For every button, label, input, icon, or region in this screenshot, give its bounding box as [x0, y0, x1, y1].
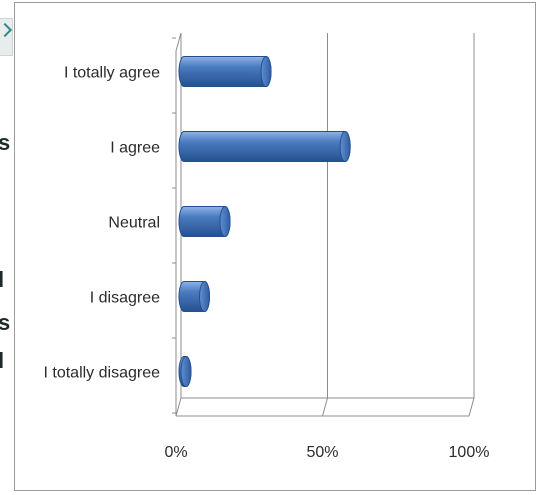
bar-cap-2: [219, 206, 231, 237]
x-tick-label-1: 50%: [306, 444, 338, 461]
x-tick-label-2: 100%: [449, 444, 490, 461]
x-tick-labels: 0% 50% 100%: [164, 444, 489, 461]
category-labels: I totally agree I agree Neutral I disagree I…: [43, 65, 160, 382]
category-label-2: Neutral: [108, 215, 160, 232]
x-tick-label-0: 0%: [164, 444, 187, 461]
category-label-4: I totally disagree: [43, 365, 160, 382]
bar-0: [178, 56, 272, 87]
chart-frame: I totally agree I agree Neutral I disagree I…: [14, 2, 536, 491]
bar-cap-4: [180, 356, 192, 387]
adjacent-panel-button[interactable]: [0, 18, 13, 56]
floor-edge-1: [322, 397, 328, 417]
category-label-3: I disagree: [90, 290, 160, 307]
bar-1: [178, 131, 351, 162]
category-label-0: I totally agree: [64, 65, 160, 82]
category-label-1: I agree: [110, 140, 160, 157]
bar-3: [178, 281, 211, 312]
strip-text-2: l: [0, 267, 5, 292]
bars: [178, 56, 351, 387]
bar-cap-3: [199, 281, 211, 312]
bar-cap-0: [260, 56, 272, 87]
floor-edge-0: [175, 397, 182, 417]
bar-4: [178, 356, 192, 387]
bar-body-0: [178, 56, 272, 87]
strip-text-1: s: [0, 130, 11, 155]
bar-cap-1: [339, 131, 351, 162]
floor-edge-2: [468, 397, 475, 417]
bar-body-1: [178, 131, 351, 162]
arrow-icon: [0, 22, 13, 38]
bar-2: [178, 206, 231, 237]
bar-chart: I totally agree I agree Neutral I disagree I…: [43, 32, 489, 461]
adjacent-panel-strip: s l s l: [0, 0, 14, 495]
strip-text-4: l: [0, 348, 5, 373]
left-wall-top: [175, 32, 182, 52]
strip-text-3: s: [0, 310, 11, 335]
